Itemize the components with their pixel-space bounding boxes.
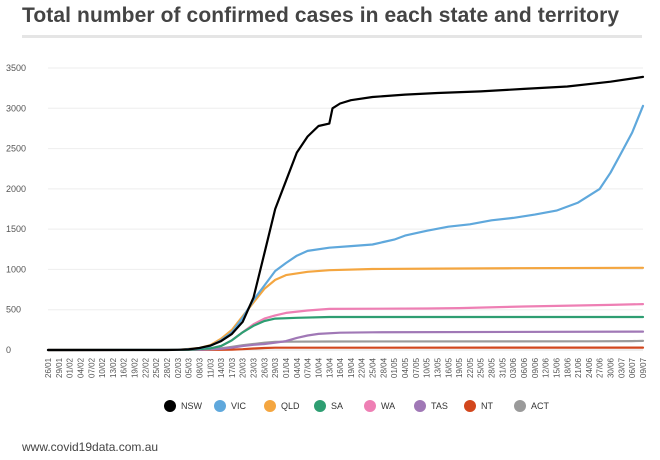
x-tick-label: 16/05 [444, 357, 453, 378]
legend-marker-wa [364, 400, 376, 412]
x-tick-label: 25/05 [477, 357, 486, 378]
x-tick-label: 10/02 [98, 357, 107, 378]
legend: NSW VIC QLD SA WA TAS NT ACT [164, 400, 550, 412]
x-tick-label: 01/05 [390, 357, 399, 378]
x-tick-label: 13/02 [109, 357, 118, 378]
x-tick-label: 10/04 [314, 357, 323, 378]
x-tick-label: 26/01 [44, 357, 53, 378]
legend-marker-qld [264, 400, 276, 412]
series-line-nt [46, 346, 645, 352]
x-tick-label: 19/04 [347, 357, 356, 378]
x-tick-label: 06/06 [520, 357, 529, 378]
series-line-tas [46, 330, 645, 352]
x-tick-label: 19/02 [131, 357, 140, 378]
x-tick-label: 04/02 [76, 357, 85, 378]
series-line-nsw [46, 75, 645, 352]
x-tick-label: 07/02 [87, 357, 96, 378]
y-tick-label: 3000 [6, 103, 26, 113]
gridlines [48, 67, 643, 311]
x-tick-label: 09/07 [639, 357, 648, 378]
x-tick-label: 03/07 [617, 357, 626, 378]
chart-title: Total number of confirmed cases in each … [22, 4, 620, 27]
x-tick-label: 17/03 [228, 357, 237, 378]
legend-label-wa: WA [381, 401, 395, 411]
source-footer: www.covid19data.com.au [22, 440, 159, 454]
y-tick-label: 2500 [6, 144, 26, 154]
x-tick-label: 04/04 [293, 357, 302, 378]
x-tick-label: 13/04 [325, 357, 334, 378]
x-tick-label: 12/06 [542, 357, 551, 378]
x-tick-label: 22/05 [466, 357, 475, 378]
title-divider [22, 35, 642, 38]
x-tick-label: 24/06 [585, 357, 594, 378]
x-tick-label: 18/06 [563, 357, 572, 378]
y-tick-label: 0 [6, 345, 11, 355]
legend-marker-act [514, 400, 526, 412]
x-tick-label: 16/04 [336, 357, 345, 378]
legend-marker-tas [414, 400, 426, 412]
x-tick-label: 31/05 [498, 357, 507, 378]
x-tick-label: 28/05 [488, 357, 497, 378]
x-tick-label: 28/02 [163, 357, 172, 378]
series-line-sa [46, 315, 645, 352]
x-tick-label: 20/03 [239, 357, 248, 378]
x-tick-label: 07/05 [412, 357, 421, 378]
legend-marker-sa [314, 400, 326, 412]
x-tick-label: 06/07 [628, 357, 637, 378]
y-tick-label: 2000 [6, 184, 26, 194]
legend-marker-nt [464, 400, 476, 412]
x-tick-label: 11/03 [206, 358, 215, 378]
series-lines [46, 75, 645, 352]
legend-marker-nsw [164, 400, 176, 412]
x-tick-label: 27/06 [596, 357, 605, 378]
x-tick-label: 09/06 [531, 357, 540, 378]
series-line-vic [46, 104, 645, 352]
x-tick-label: 21/06 [574, 357, 583, 378]
legend-label-qld: QLD [281, 401, 300, 411]
x-tick-label: 23/03 [250, 357, 259, 378]
y-tick-label: 500 [6, 305, 21, 315]
x-tick-label: 26/03 [260, 357, 269, 378]
x-tick-label: 22/04 [358, 357, 367, 378]
y-axis: 0 500 1000 1500 2000 2500 3000 3500 [6, 63, 26, 355]
x-tick-label: 10/05 [423, 357, 432, 378]
x-tick-label: 29/01 [55, 357, 64, 378]
y-tick-label: 1000 [6, 264, 26, 274]
y-tick-label: 1500 [6, 224, 26, 234]
legend-label-nt: NT [481, 401, 493, 411]
x-tick-label: 03/06 [509, 357, 518, 378]
series-line-wa [46, 303, 645, 352]
x-tick-label: 30/06 [607, 357, 616, 378]
x-tick-label: 02/03 [174, 357, 183, 378]
x-tick-label: 16/02 [120, 357, 129, 378]
x-tick-label: 01/04 [282, 357, 291, 378]
x-tick-label: 07/04 [304, 357, 313, 378]
y-tick-label: 3500 [6, 63, 26, 73]
legend-label-act: ACT [531, 401, 550, 411]
x-tick-label: 04/05 [401, 357, 410, 378]
x-tick-label: 29/03 [271, 357, 280, 378]
legend-label-nsw: NSW [181, 401, 203, 411]
x-tick-label: 25/04 [369, 357, 378, 378]
x-tick-label: 28/04 [379, 357, 388, 378]
legend-label-tas: TAS [431, 401, 448, 411]
x-tick-label: 14/03 [217, 357, 226, 378]
x-tick-label: 22/02 [141, 357, 150, 378]
x-tick-label: 08/03 [195, 357, 204, 378]
legend-label-vic: VIC [231, 401, 247, 411]
x-tick-label: 05/03 [185, 357, 194, 378]
x-axis: 26/01 29/01 01/02 04/02 07/02 10/02 13/02 16/02… [44, 349, 648, 378]
x-tick-label: 01/02 [66, 357, 75, 378]
x-tick-label: 15/06 [552, 357, 561, 378]
x-tick-label: 25/02 [152, 357, 161, 378]
x-tick-label: 19/05 [455, 357, 464, 378]
x-tick-label: 13/05 [433, 357, 442, 378]
legend-marker-vic [214, 400, 226, 412]
legend-label-sa: SA [331, 401, 343, 411]
